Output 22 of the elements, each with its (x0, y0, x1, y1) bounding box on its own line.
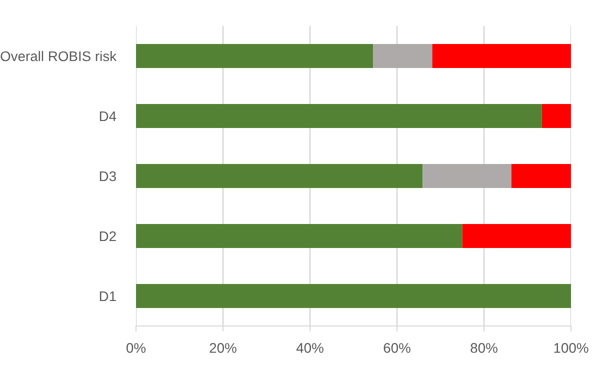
bar (542, 104, 571, 128)
bar (373, 44, 432, 68)
y-tick-label: D2 (100, 231, 116, 242)
x-tick-label: 0% (126, 343, 146, 353)
y-tick-label: Overall ROBIS risk (0, 50, 117, 62)
y-tick-label: D1 (100, 291, 116, 302)
y-tick-label: D4 (100, 111, 116, 122)
bar (422, 164, 512, 188)
x-tick-label: 60% (384, 343, 410, 353)
x-tick-label: 40% (296, 343, 324, 353)
bar (511, 164, 571, 188)
bar (136, 284, 571, 308)
y-tick-label: D3 (100, 171, 116, 182)
bar (136, 224, 462, 248)
x-tick-label: 100% (554, 343, 588, 353)
bar (136, 164, 423, 188)
x-tick-label: 20% (210, 343, 236, 353)
bar (136, 104, 542, 128)
bar (462, 224, 571, 248)
bar (432, 44, 571, 68)
bar (136, 44, 374, 68)
x-tick-label: 80% (470, 343, 498, 353)
